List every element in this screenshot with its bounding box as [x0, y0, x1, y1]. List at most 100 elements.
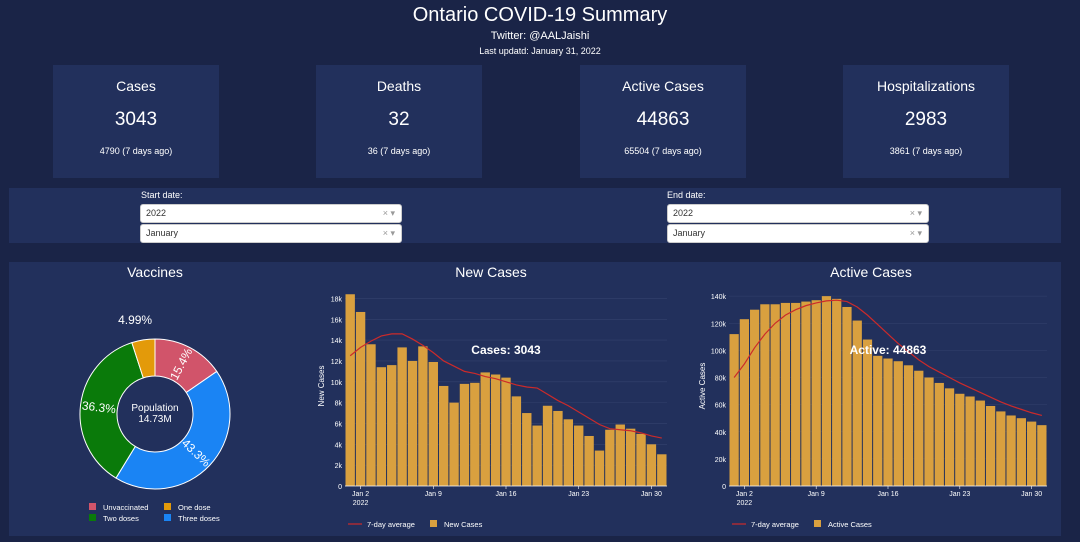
bar	[657, 454, 667, 486]
bar	[873, 355, 883, 486]
legend-label: Three doses	[178, 514, 220, 523]
legend-label: 7-day average	[367, 520, 415, 529]
donut-slice-two-doses	[79, 342, 144, 479]
x-tick-label: Jan 16	[877, 491, 898, 498]
clear-icon[interactable]: ×	[909, 208, 915, 218]
card-value: 44863	[636, 109, 690, 130]
new-cases-title: New Cases	[455, 264, 527, 280]
end-month-dropdown[interactable]: January × ▾	[667, 224, 929, 243]
y-tick-label: 10k	[331, 380, 343, 387]
y-tick-label: 14k	[331, 338, 343, 345]
y-tick-label: 60k	[715, 403, 727, 410]
bar	[801, 301, 811, 486]
bar	[407, 360, 418, 486]
line-series-7-day-average	[733, 299, 1043, 417]
active-cases-legend: 7-day average Active Cases	[732, 520, 872, 529]
vaccines-title: Vaccines	[127, 264, 183, 280]
dropdown-value: January	[146, 228, 179, 238]
start-month-dropdown[interactable]: January × ▾	[140, 224, 402, 243]
bar	[996, 411, 1006, 486]
legend-label: Active Cases	[828, 520, 872, 529]
legend-label: Unvaccinated	[103, 503, 148, 512]
donut-slice-label: 4.99%	[118, 313, 152, 327]
start-date-label: Start date:	[141, 190, 183, 200]
bar	[636, 433, 646, 486]
bar	[729, 334, 739, 486]
legend-label: One dose	[178, 503, 211, 512]
bar	[739, 319, 750, 486]
bar	[1006, 415, 1016, 486]
new-cases-chart: New Cases New Cases 0 2k 4k 6k 8k 10k 12k 14k 16…	[317, 264, 667, 529]
bar	[985, 405, 996, 486]
chevron-down-icon[interactable]: ▾	[390, 208, 395, 218]
end-date-label: End date:	[667, 190, 706, 200]
date-filters: Start date: 2022 × ▾ January × ▾ End dat…	[9, 188, 1061, 243]
hospitalizations-card: Hospitalizations 2983 3861 (7 days ago)	[843, 65, 1009, 178]
y-tick-label: 80k	[715, 376, 727, 383]
dropdown-value: January	[673, 228, 706, 238]
y-tick-label: 0	[338, 484, 342, 491]
clear-icon[interactable]: ×	[382, 208, 388, 218]
bar	[1016, 418, 1026, 486]
bar	[955, 393, 965, 486]
end-year-dropdown[interactable]: 2022 × ▾	[667, 204, 929, 223]
legend-label: 7-day average	[751, 520, 799, 529]
bar	[501, 377, 511, 486]
twitter-handle: Twitter: @AALJaishi	[490, 30, 590, 42]
bar	[750, 309, 760, 486]
legend-bar-swatch	[430, 520, 437, 527]
legend-swatch	[89, 514, 96, 521]
chevron-down-icon[interactable]: ▾	[917, 208, 922, 218]
legend-label: New Cases	[444, 520, 483, 529]
bar	[791, 302, 801, 486]
dropdown-value: 2022	[673, 208, 694, 218]
bar	[584, 435, 594, 486]
page-title: Ontario COVID-19 Summary	[412, 4, 668, 26]
new-cases-plot: 0 2k 4k 6k 8k 10k 12k 14k 16k 18k Jan 2 2022 Jan 9 Ja…	[331, 294, 667, 507]
y-tick-label: 12k	[331, 359, 343, 366]
new-cases-ylabel: New Cases	[317, 366, 326, 407]
y-tick-label: 8k	[335, 401, 343, 408]
donut-center-label: Population	[131, 403, 178, 414]
vaccines-chart: Vaccines 15.4%43.3%36.3%4.99% Population…	[79, 264, 231, 523]
active-cases-chart: Active Cases Active Cases 0 20k 40k 60k 80k 1…	[698, 264, 1047, 529]
chevron-down-icon[interactable]: ▾	[917, 228, 922, 238]
bar	[780, 302, 791, 486]
bar	[832, 298, 842, 486]
chevron-down-icon[interactable]: ▾	[390, 228, 395, 238]
charts-panel: Vaccines 15.4% 43.3% 36.3% 4.99% Population…	[9, 262, 1061, 536]
card-previous: 65504 (7 days ago)	[624, 146, 702, 156]
clear-icon[interactable]: ×	[909, 228, 915, 238]
x-tick-sublabel: 2022	[353, 500, 369, 507]
card-value: 32	[388, 109, 410, 130]
bar	[355, 311, 366, 486]
y-tick-label: 0	[722, 484, 726, 491]
bar	[965, 396, 975, 486]
bar	[345, 294, 355, 486]
x-tick-label: Jan 23	[949, 491, 970, 498]
x-tick-label: Jan 23	[568, 491, 589, 498]
bar	[625, 428, 636, 486]
active-cases-title: Active Cases	[830, 264, 912, 280]
bar	[770, 304, 780, 486]
bar	[470, 382, 480, 486]
card-previous: 3861 (7 days ago)	[889, 146, 963, 156]
start-year-dropdown[interactable]: 2022 × ▾	[140, 204, 402, 223]
bar	[532, 425, 542, 486]
x-tick-sublabel: 2022	[737, 500, 753, 507]
active-cases-plot: 0 20k 40k 60k 80k 100k 120k 140k Jan 2 2022 Jan 9 J…	[711, 294, 1047, 507]
last-updated: Last updatd: January 31, 2022	[479, 46, 601, 56]
bar	[563, 419, 574, 486]
clear-icon[interactable]: ×	[382, 228, 388, 238]
active-cases-ylabel: Active Cases	[698, 363, 707, 410]
x-tick-label: Jan 16	[495, 491, 516, 498]
x-tick-label: Jan 30	[1021, 491, 1042, 498]
bar	[553, 410, 563, 486]
active-cases-annotation: Active: 44863	[850, 343, 927, 357]
card-previous: 36 (7 days ago)	[367, 146, 431, 156]
bar	[811, 300, 821, 486]
legend-swatch	[164, 514, 171, 521]
bar	[944, 388, 955, 486]
vaccines-legend: Unvaccinated One dose Two doses Three doses	[89, 503, 220, 523]
card-title: Cases	[116, 78, 156, 94]
